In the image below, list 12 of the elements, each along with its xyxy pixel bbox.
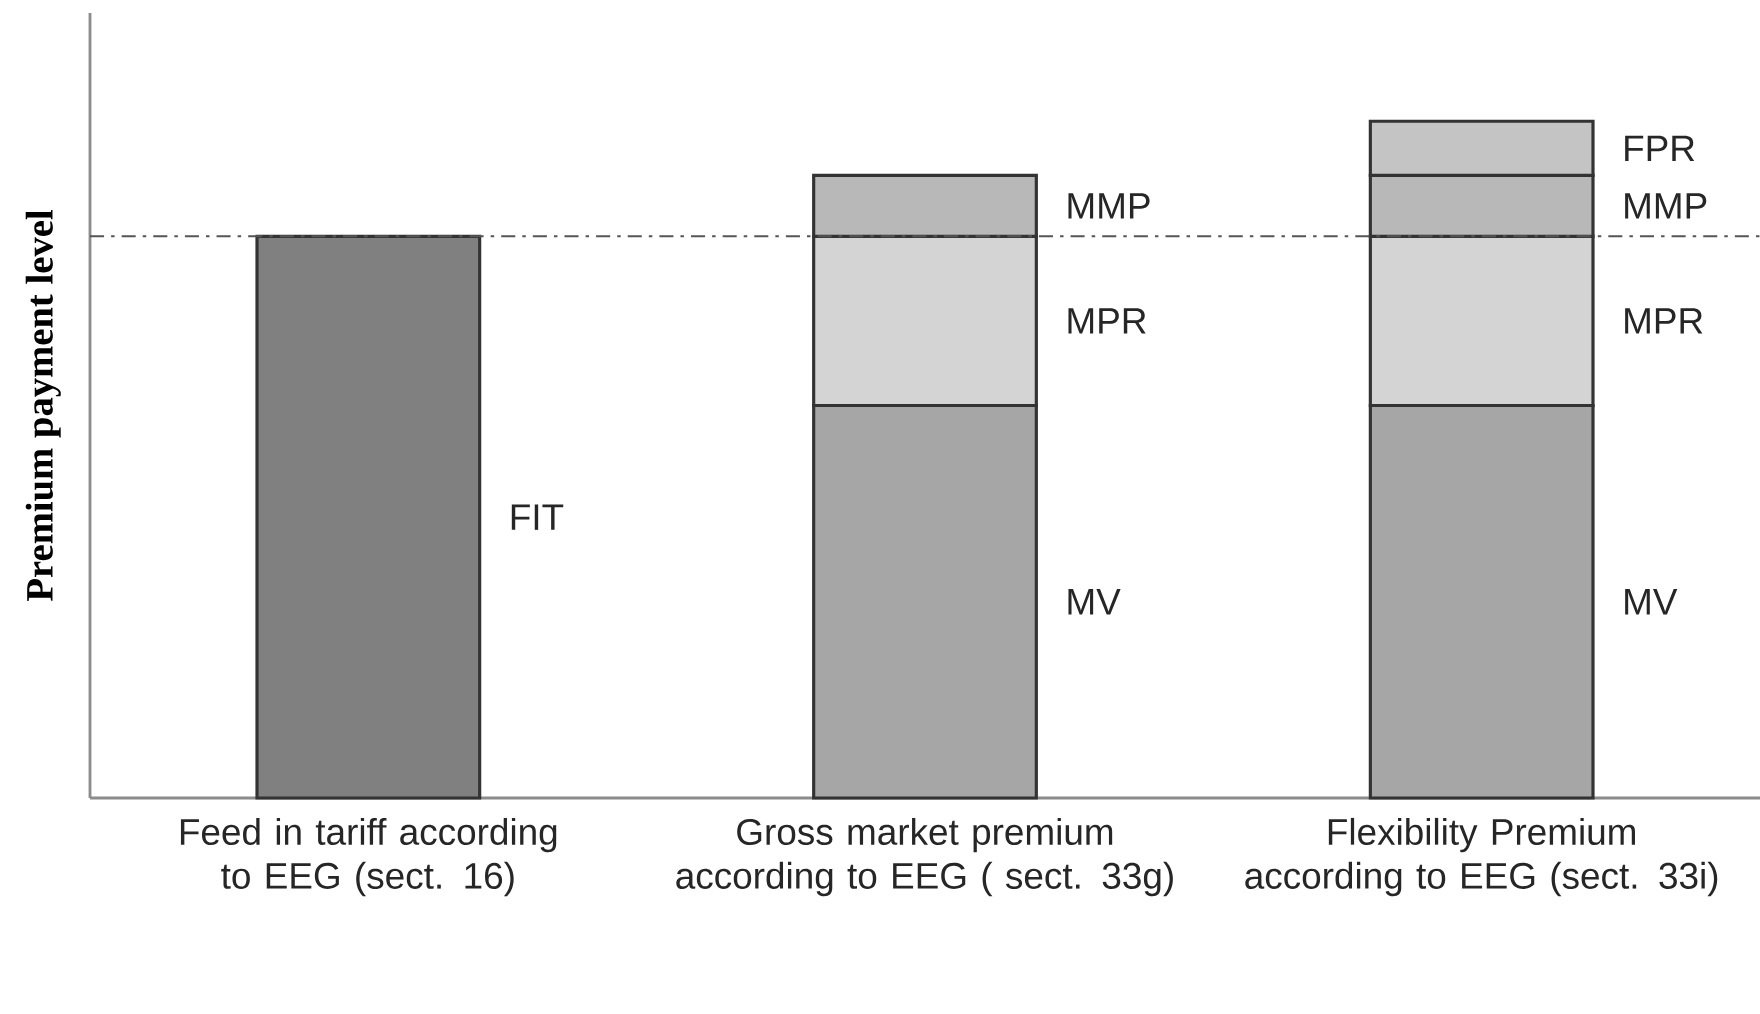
text: MPR <box>1068 308 1146 334</box>
text: MV <box>1068 589 1121 615</box>
series-label: FIT <box>511 504 564 530</box>
series-label: FPR <box>1625 135 1695 162</box>
x-tick-label: Feed in tariff according to EEG (sect. 16) <box>180 817 557 897</box>
y-axis-title: Premium payment level <box>25 210 61 601</box>
series-label: MPR <box>1625 308 1703 334</box>
series-label: MMP <box>1625 193 1707 219</box>
series-label: MV <box>1625 589 1678 615</box>
text: MMP <box>1068 193 1150 219</box>
x-tick-label: Gross market premium according to EEG ( sect. 33g) <box>676 817 1173 897</box>
x-tick-label: Flexibility Premium according to EEG (sect. 33i) <box>1245 817 1718 897</box>
